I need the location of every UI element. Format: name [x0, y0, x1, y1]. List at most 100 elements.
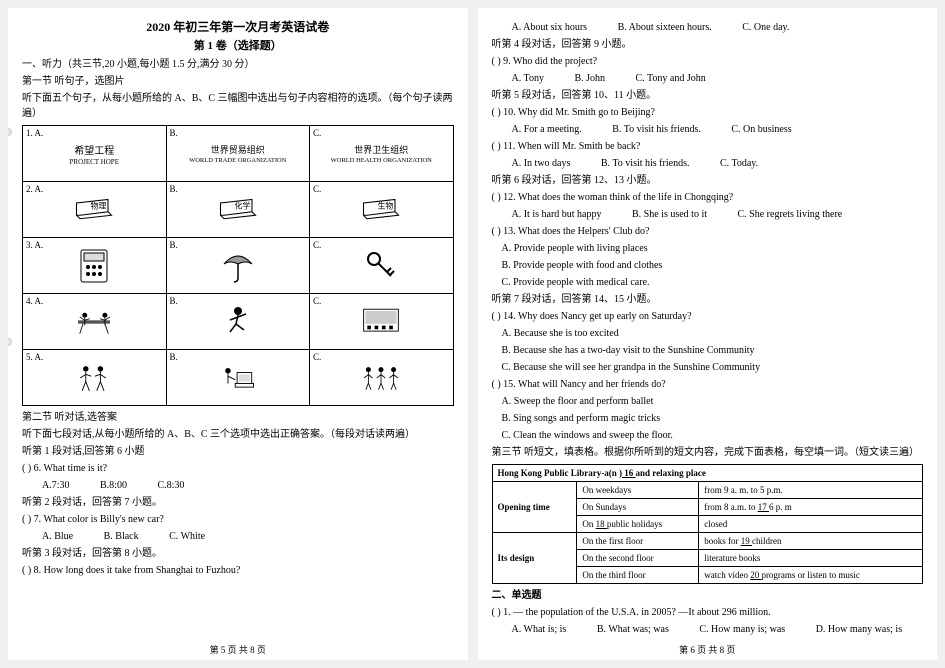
floor3-content: watch video 20 programs or listen to mus…	[699, 567, 923, 584]
dialog2-head: 听第 2 段对话，回答第 7 小题。	[22, 495, 454, 510]
dialog7-head: 听第 7 段对话，回答第 14、15 小题。	[492, 292, 924, 307]
q2-opt-c: C. 生物	[310, 182, 454, 238]
q3-opt-c: C.	[310, 238, 454, 294]
page-right: A. About six hours B. About sixteen hour…	[478, 8, 938, 660]
running-icon	[217, 307, 259, 337]
keys-icon	[360, 251, 402, 281]
dialog6-head: 听第 6 段对话，回答第 12、13 小题。	[492, 173, 924, 188]
q15b: B. Sing songs and perform magic tricks	[492, 411, 924, 426]
section3-head: 第三节 听短文，填表格。根据你所听到的短文内容，完成下面表格，每空填一词。（短文…	[492, 445, 924, 460]
footer-right: 第 6 页 共 8 页	[478, 643, 938, 656]
pingpong-icon	[73, 307, 115, 337]
three-people-icon	[360, 363, 402, 393]
q10: ( ) 10. Why did Mr. Smith go to Beijing?	[492, 105, 924, 120]
q4-opt-c: C.	[310, 294, 454, 350]
q3-opt-a: 3. A.	[23, 238, 167, 294]
holidays-hours: closed	[699, 516, 923, 533]
q13: ( ) 13. What does the Helpers' Club do?	[492, 224, 924, 239]
q8-options: A. About six hours B. About sixteen hour…	[492, 20, 924, 35]
book-icon: 化学	[217, 195, 259, 225]
q15c: C. Clean the windows and sweep the floor…	[492, 428, 924, 443]
q1c-en: WORLD HEALTH ORGANIZATION	[331, 157, 432, 164]
section1-instr: 听下面五个句子，从每小题所给的 A、B、C 三幅图中选出与句子内容相符的选项。（…	[22, 91, 454, 121]
sundays-hours: from 8 a.m. to 17 6 p. m	[699, 499, 923, 516]
svg-text:化学: 化学	[234, 200, 250, 210]
q14b: B. Because she has a two-day visit to th…	[492, 343, 924, 358]
holidays-cell: On 18 public holidays	[577, 516, 699, 533]
weekdays-hours: from 9 a. m. to 5 p.m.	[699, 482, 923, 499]
q11: ( ) 11. When will Mr. Smith be back?	[492, 139, 924, 154]
computer-person-icon	[217, 363, 259, 393]
q13b: B. Provide people with food and clothes	[492, 258, 924, 273]
q7: ( ) 7. What color is Billy's new car?	[22, 512, 454, 527]
q4-opt-a: 4. A.	[23, 294, 167, 350]
floor3-cell: On the third floor	[577, 567, 699, 584]
dialog3-head: 听第 3 段对话，回答第 8 小题。	[22, 546, 454, 561]
q10-options: A. For a meeting. B. To visit his friend…	[492, 122, 924, 137]
q15a: A. Sweep the floor and perform ballet	[492, 394, 924, 409]
exam-subtitle: 第 1 卷（选择题）	[22, 37, 454, 53]
book-icon: 物理	[73, 195, 115, 225]
q9: ( ) 9. Who did the project?	[492, 54, 924, 69]
q1-opt-a: 1. A. 希望工程 PROJECT HOPE	[23, 126, 167, 182]
single-q1: ( ) 1. — the population of the U.S.A. in…	[492, 605, 924, 620]
lib-header: Hong Kong Public Library-a(n ) 16 and re…	[492, 465, 923, 482]
q1a-cn: 希望工程	[74, 142, 114, 157]
q11-options: A. In two days B. To visit his friends. …	[492, 156, 924, 171]
floor2-content: literature books	[699, 550, 923, 567]
q12: ( ) 12. What does the woman think of the…	[492, 190, 924, 205]
blank-17: 17	[758, 502, 769, 512]
page-left: 2020 年初三年第一次月考英语试卷 第 1 卷（选择题） 一、听力（共三节,2…	[8, 8, 468, 660]
footer-left: 第 5 页 共 8 页	[8, 643, 468, 656]
dialog1-head: 听第 1 段对话,回答第 6 小题	[22, 444, 454, 459]
exam-title: 2020 年初三年第一次月考英语试卷	[22, 18, 454, 35]
section1-heading: 一、听力（共三节,20 小题,每小题 1.5 分,满分 30 分）	[22, 57, 454, 72]
q1c-cn: 世界卫生组织	[354, 143, 408, 156]
floor1-cell: On the first floor	[577, 533, 699, 550]
q1-opt-c: C. 世界卫生组织 WORLD HEALTH ORGANIZATION	[310, 126, 454, 182]
opening-time-label: Opening time	[492, 482, 577, 533]
q1b-en: WORLD TRADE ORGANIZATION	[189, 157, 286, 164]
q13a: A. Provide people with living places	[492, 241, 924, 256]
q15: ( ) 15. What will Nancy and her friends …	[492, 377, 924, 392]
q12-options: A. It is hard but happy B. She is used t…	[492, 207, 924, 222]
dialog4-head: 听第 4 段对话，回答第 9 小题。	[492, 37, 924, 52]
svg-text:物理: 物理	[91, 200, 107, 210]
q8: ( ) 8. How long does it take from Shangh…	[22, 563, 454, 578]
design-label: Its design	[492, 533, 577, 584]
q1a-en: PROJECT HOPE	[70, 158, 119, 166]
dialog5-head: 听第 5 段对话，回答第 10、11 小题。	[492, 88, 924, 103]
q14c: C. Because she will see her grandpa in t…	[492, 360, 924, 375]
walking-people-icon	[73, 363, 115, 393]
section2-instr: 听下面七段对话,从每小题所给的 A、B、C 三个选项中选出正确答案。（每段对话读…	[22, 427, 454, 442]
floor1-content: books for 19 children	[699, 533, 923, 550]
q6-options: A.7:30 B.8:00 C.8:30	[22, 478, 454, 493]
q1-opt-b: B. 世界贸易组织 WORLD TRADE ORGANIZATION	[166, 126, 310, 182]
single-choice-heading: 二、单选题	[492, 588, 924, 603]
q1b-cn: 世界贸易组织	[211, 143, 265, 156]
section1-sub1: 第一节 听句子，选图片	[22, 74, 454, 89]
q13c: C. Provide people with medical care.	[492, 275, 924, 290]
q7-options: A. Blue B. Black C. White	[22, 529, 454, 544]
q14: ( ) 14. Why does Nancy get up early on S…	[492, 309, 924, 324]
q5-opt-c: C.	[310, 350, 454, 406]
q5-opt-b: B.	[166, 350, 310, 406]
weekdays-cell: On weekdays	[577, 482, 699, 499]
cinema-icon	[360, 307, 402, 337]
calculator-icon	[73, 251, 115, 281]
library-table: Hong Kong Public Library-a(n ) 16 and re…	[492, 464, 924, 584]
q6: ( ) 6. What time is it?	[22, 461, 454, 476]
q9-options: A. Tony B. John C. Tony and John	[492, 71, 924, 86]
q4-opt-b: B.	[166, 294, 310, 350]
q5-opt-a: 5. A.	[23, 350, 167, 406]
umbrella-icon	[217, 251, 259, 281]
floor2-cell: On the second floor	[577, 550, 699, 567]
q2-opt-b: B. 化学	[166, 182, 310, 238]
single-q1-options: A. What is; is B. What was; was C. How m…	[492, 622, 924, 637]
blank-20: 20	[750, 570, 761, 580]
blank-19: 19	[741, 536, 752, 546]
svg-text:生物: 生物	[378, 200, 394, 210]
q2-opt-a: 2. A. 物理	[23, 182, 167, 238]
section2-sub: 第二节 听对话,选答案	[22, 410, 454, 425]
sundays-cell: On Sundays	[577, 499, 699, 516]
